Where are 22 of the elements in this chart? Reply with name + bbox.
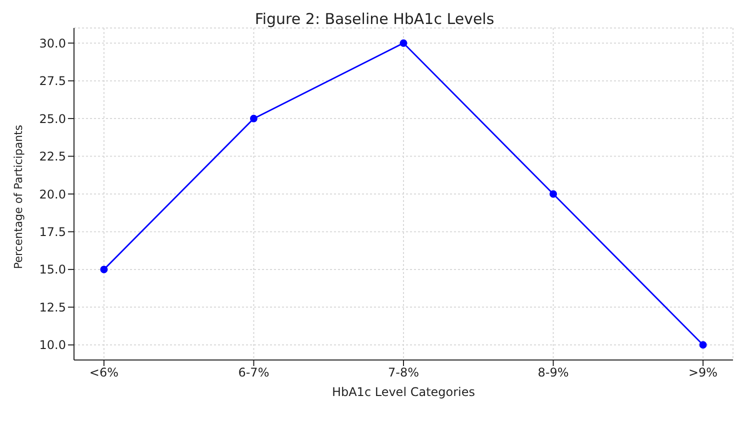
y-tick-label: 10.0 [39,338,66,352]
point [699,341,707,349]
y-tick-label: 17.5 [39,224,66,239]
point [250,114,258,122]
y-tick-label: 12.5 [39,300,66,314]
y-tick-label: 22.5 [39,150,66,164]
x-tick-label: 8-9% [538,366,569,380]
y-tick-label: 25.0 [39,112,66,126]
point [100,266,108,274]
x-axis-title: HbA1c Level Categories [332,385,476,399]
x-tick-label: >9% [688,366,718,380]
x-tick-label: 7-8% [388,366,420,380]
point [550,190,558,198]
y-tick-label: 20.0 [39,187,66,202]
y-axis-title: Percentage of Participants [12,124,25,269]
point [400,39,408,47]
chart-title: Figure 2: Baseline HbA1c Levels [254,10,496,28]
y-tick-label: 27.5 [39,74,66,88]
y-tick-label: 15.0 [39,262,66,277]
x-tick-label: 6-7% [238,366,270,380]
x-tick-label: <6% [89,366,118,380]
y-tick-label: 30.0 [39,36,66,50]
